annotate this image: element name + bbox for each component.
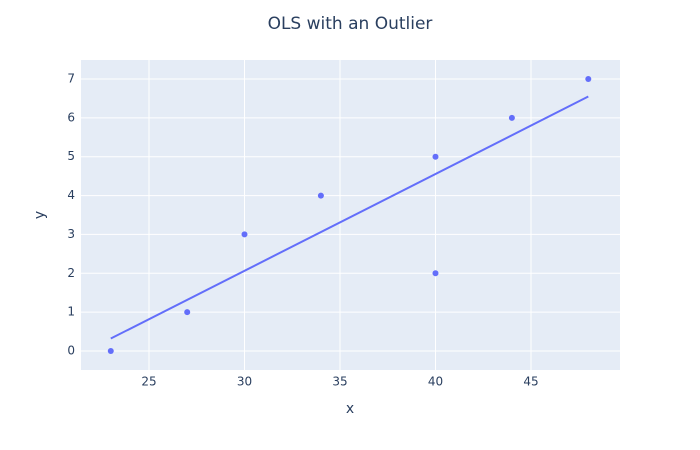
point [241,231,248,238]
y-tick-label: 5 [67,149,75,163]
x-tick-label: 30 [237,375,252,389]
point [508,114,515,121]
point [585,76,592,83]
y-axis-label: y [32,211,48,219]
y-tick-label: 0 [67,343,75,357]
x-tick-label: 40 [428,375,443,389]
trend-line [110,95,589,340]
x-tick-label: 45 [523,375,538,389]
x-tick-label: 25 [141,375,156,389]
plot-area [81,60,620,370]
y-tick-label: 6 [67,110,75,124]
y-tick-label: 7 [67,72,75,86]
point [432,153,439,160]
point [184,309,191,316]
x-axis-label: x [346,401,354,417]
y-tick-label: 1 [67,305,75,319]
point [432,270,439,277]
point [317,192,324,199]
y-tick-label: 2 [67,266,75,280]
x-tick-label: 35 [332,375,347,389]
y-tick-label: 3 [67,227,75,241]
point [107,347,114,354]
y-tick-label: 4 [67,188,75,202]
chart-title: OLS with an Outlier [268,14,433,34]
